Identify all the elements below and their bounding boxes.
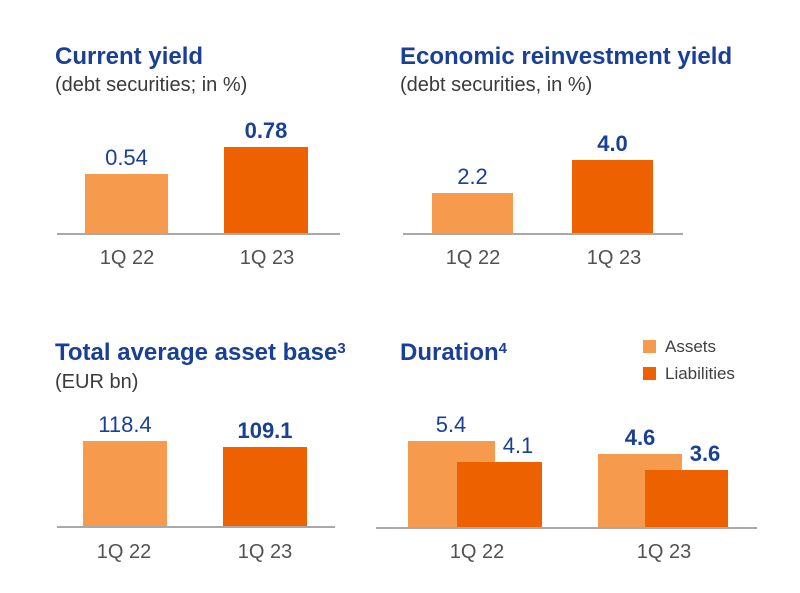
chart-bar — [85, 174, 168, 233]
x-tick-label: 1Q 22 — [96, 541, 152, 563]
chart-bar — [83, 441, 167, 526]
legend-swatch-assets — [643, 340, 656, 353]
chart-title-current-yield: Current yield — [55, 42, 203, 72]
chart-title-economic-reinvestment-yield: Economic reinvestment yield — [400, 42, 732, 72]
legend-item-assets: Assets — [643, 337, 735, 356]
legend-swatch-liabilities — [643, 367, 656, 380]
footnote-superscript: 4 — [498, 340, 508, 357]
x-axis-line — [403, 233, 683, 235]
bar-value-label: 5.4 — [435, 412, 467, 437]
bar-value-label: 0.54 — [105, 145, 148, 170]
x-tick-label: 1Q 22 — [449, 541, 505, 563]
chart-bar — [457, 462, 542, 527]
chart-subtitle: (EUR bn) — [55, 371, 139, 393]
footnote-superscript: 3 — [337, 340, 346, 357]
bar-value-label: 118.4 — [98, 412, 152, 437]
chart-bar — [645, 470, 728, 527]
x-tick-label: 1Q 23 — [239, 247, 295, 269]
x-tick-label: 1Q 22 — [445, 247, 501, 269]
chart-title-text: Duration — [400, 339, 499, 366]
chart-bar — [224, 147, 308, 233]
x-axis-line — [57, 526, 335, 528]
chart-bar — [572, 160, 653, 233]
chart-title-total-average-asset-base: Total average asset base3 — [55, 338, 346, 368]
x-tick-label: 1Q 22 — [99, 247, 155, 269]
x-tick-label: 1Q 23 — [636, 541, 692, 563]
chart-bar — [432, 193, 513, 233]
bar-value-label: 0.78 — [244, 118, 288, 143]
bar-value-label: 4.6 — [624, 425, 656, 450]
x-axis-line — [376, 527, 757, 529]
chart-subtitle: (debt securities; in %) — [55, 74, 248, 96]
chart-legend: Assets Liabilities — [643, 337, 735, 383]
chart-bar — [223, 447, 307, 526]
chart-title-duration: Duration4 — [400, 338, 507, 368]
bar-value-label: 2.2 — [457, 164, 488, 189]
chart-subtitle: (debt securities, in %) — [400, 74, 593, 96]
legend-label: Assets — [665, 337, 717, 356]
bar-value-label: 3.6 — [689, 441, 721, 466]
chart-title-text: Current yield — [55, 43, 204, 70]
chart-title-text: Economic reinvestment yield — [400, 43, 733, 70]
x-axis-line — [57, 233, 340, 235]
x-tick-label: 1Q 23 — [586, 247, 642, 269]
bar-value-label: 4.0 — [597, 131, 628, 156]
legend-label: Liabilities — [665, 364, 735, 383]
bar-value-label: 4.1 — [502, 433, 534, 458]
bar-value-label: 109.1 — [237, 418, 293, 443]
x-tick-label: 1Q 23 — [237, 541, 293, 563]
legend-item-liabilities: Liabilities — [643, 364, 735, 383]
chart-title-text: Total average asset base — [55, 339, 338, 366]
